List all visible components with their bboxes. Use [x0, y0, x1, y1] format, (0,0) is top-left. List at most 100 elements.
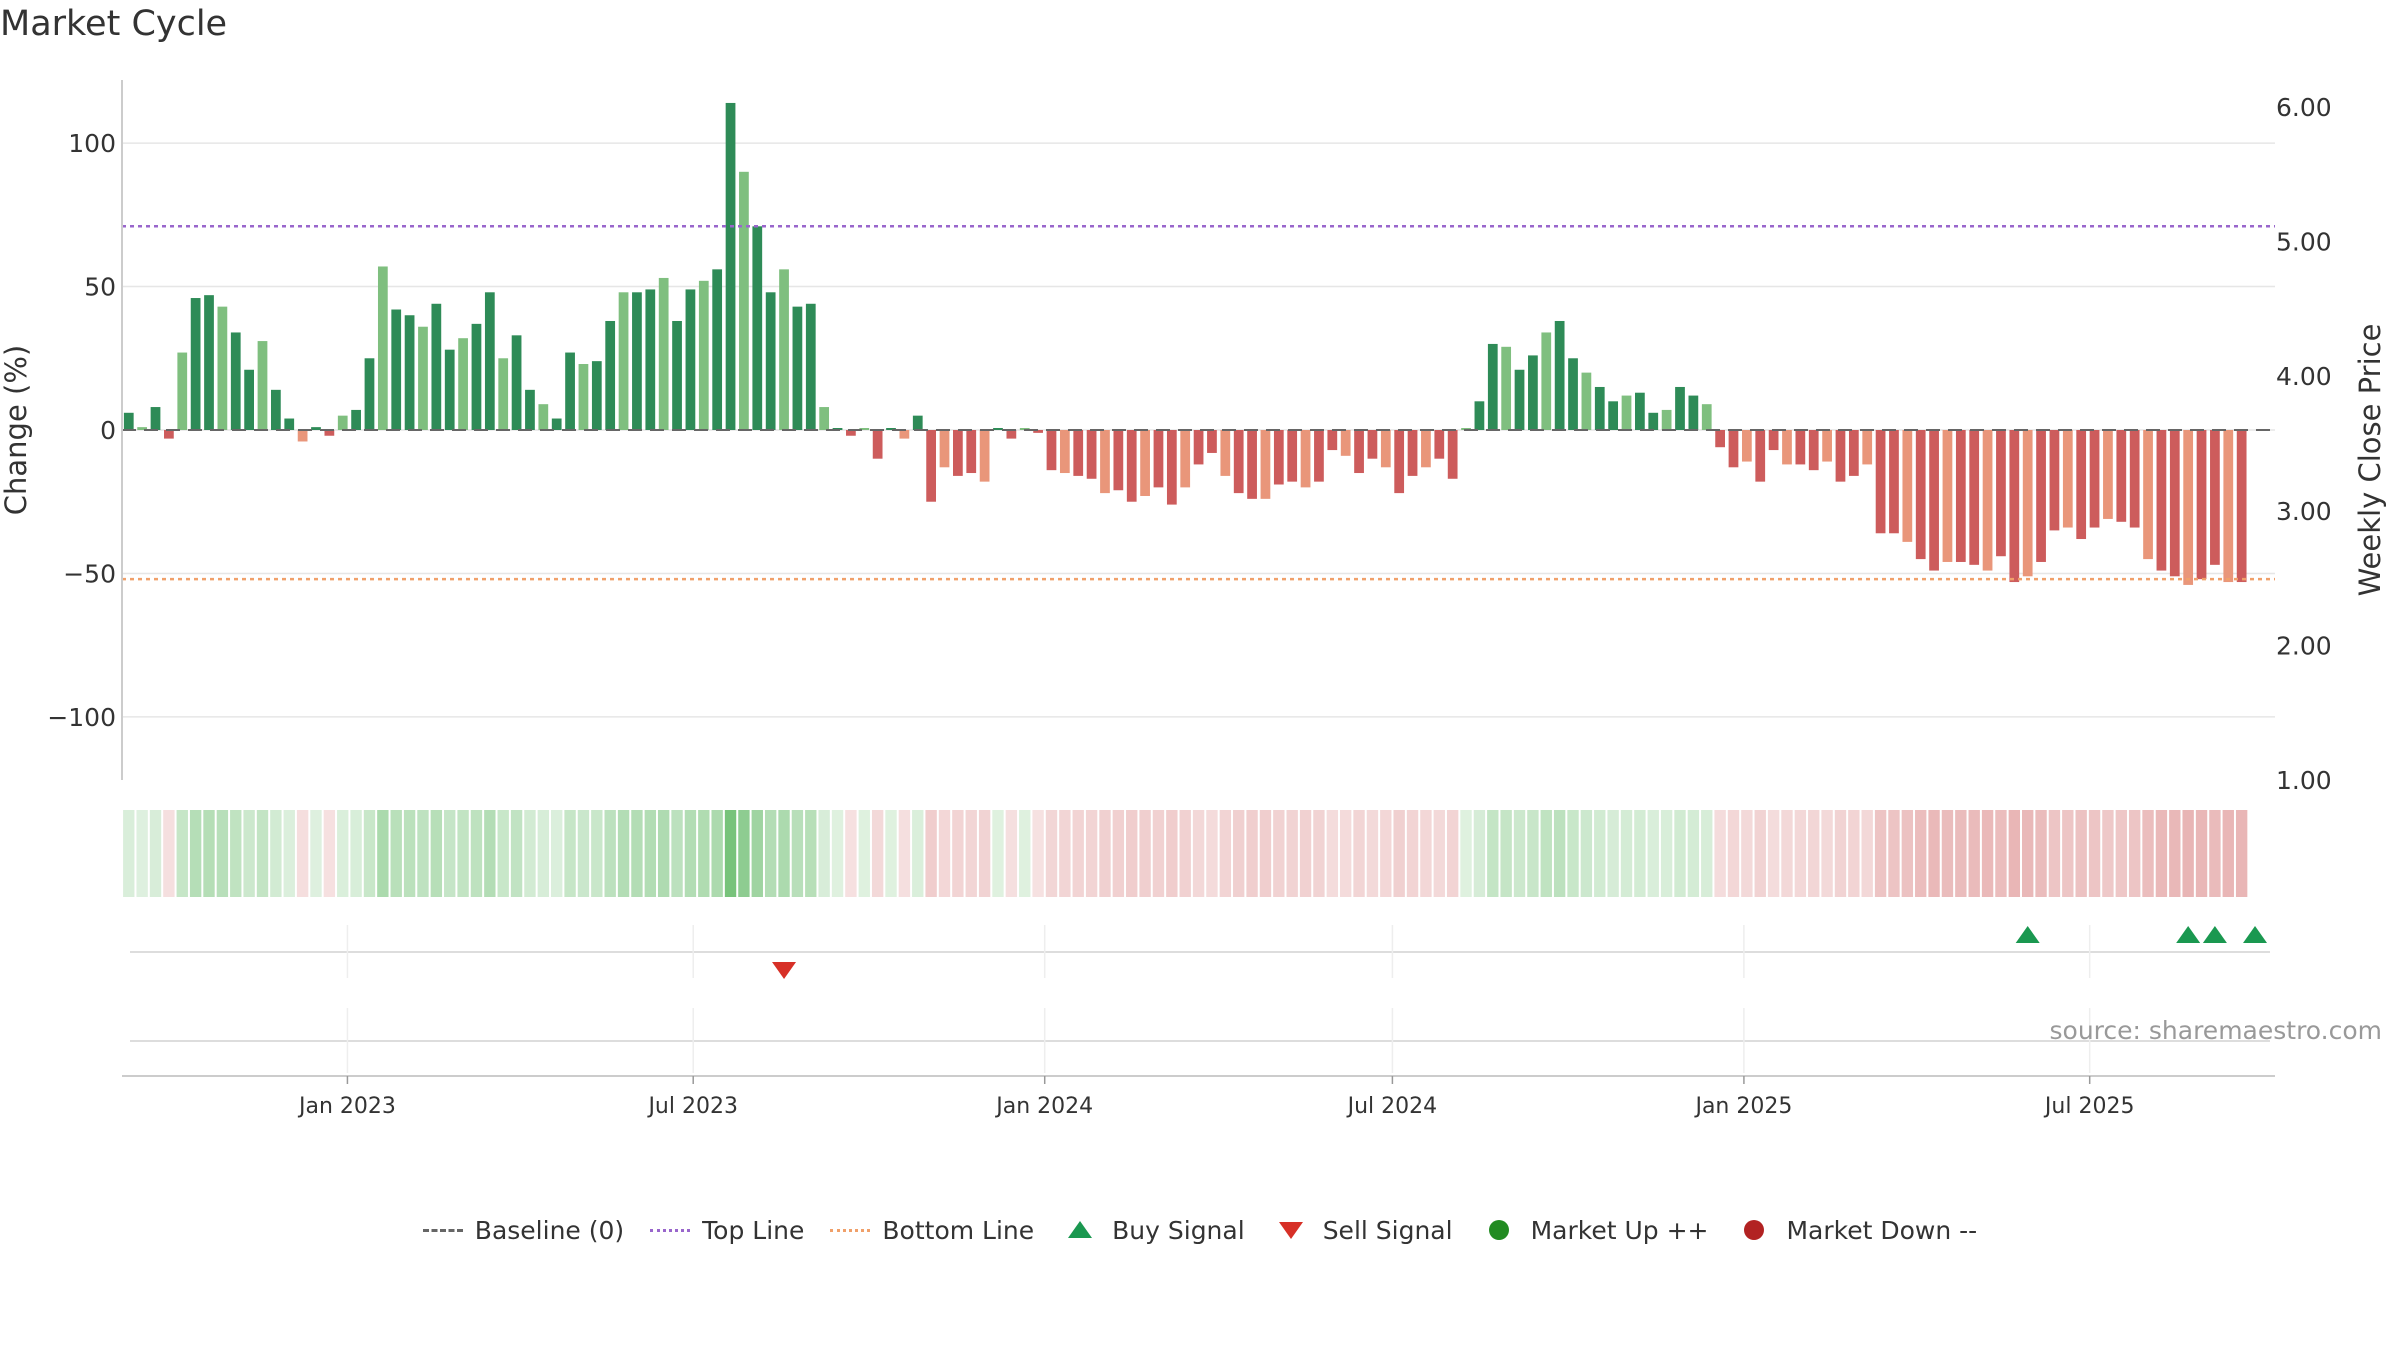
bar — [1233, 430, 1244, 494]
y2-tick-label: 4.00 — [2276, 362, 2332, 391]
bar — [351, 409, 361, 430]
bar — [1434, 430, 1445, 459]
heat-cell — [1928, 810, 1940, 897]
green-circle-icon — [1479, 1220, 1519, 1240]
heat-cell — [484, 810, 496, 897]
bar — [1367, 430, 1378, 459]
bar — [1568, 358, 1578, 430]
heat-cell — [1072, 810, 1084, 897]
legend-item-sell-signal[interactable]: Sell Signal — [1271, 1216, 1453, 1245]
bar — [1354, 430, 1364, 474]
y2-tick-label: 2.00 — [2276, 631, 2332, 660]
heat-cell — [337, 810, 349, 897]
bar — [458, 338, 468, 430]
bar — [1608, 401, 1619, 430]
bar — [377, 266, 388, 430]
heat-cell — [1005, 810, 1018, 897]
heat-cell — [2102, 810, 2114, 897]
bar — [779, 269, 789, 430]
heat-cell — [1701, 810, 1713, 897]
heat-cell — [1286, 810, 1298, 897]
heat-cell — [1634, 810, 1646, 897]
heat-cell — [1085, 810, 1098, 897]
bar — [966, 430, 977, 474]
bar — [2116, 430, 2127, 522]
heat-cell — [1473, 810, 1486, 897]
bar — [739, 171, 749, 430]
bar — [979, 430, 990, 482]
y-tick-label: 100 — [68, 129, 116, 158]
x-tick-label: Jul 2024 — [1346, 1094, 1438, 1119]
legend-item-market-up[interactable]: Market Up ++ — [1479, 1216, 1708, 1245]
heat-cell — [551, 810, 563, 897]
heat-cell — [1032, 810, 1044, 897]
bar — [591, 361, 602, 430]
legend-item-baseline[interactable]: Baseline (0) — [422, 1216, 624, 1245]
heat-cell — [1487, 810, 1499, 897]
bar — [1314, 430, 1324, 482]
bar — [846, 430, 856, 436]
legend-label-bottom-line: Bottom Line — [882, 1215, 1035, 1245]
heat-cell — [1019, 810, 1031, 897]
bar — [1474, 401, 1485, 430]
bar — [1835, 430, 1846, 482]
bar — [2089, 430, 2100, 528]
bar — [618, 292, 629, 430]
heat-cell — [1420, 810, 1432, 897]
triangle-up-icon — [1060, 1220, 1100, 1240]
heat-cell — [1326, 810, 1338, 897]
heat-cell — [1714, 810, 1726, 897]
bar — [1086, 430, 1097, 479]
heat-cell — [163, 810, 175, 897]
legend-item-buy-signal[interactable]: Buy Signal — [1060, 1216, 1245, 1245]
bar — [164, 430, 174, 439]
bar — [525, 389, 535, 430]
bar — [2009, 430, 2020, 583]
bar — [551, 418, 562, 430]
heat-cell — [1674, 810, 1686, 897]
heat-cell — [470, 810, 483, 897]
bar — [1180, 430, 1191, 488]
heat-cell — [764, 810, 777, 897]
bar — [1902, 430, 1913, 542]
bar — [1220, 430, 1231, 476]
heat-cell — [1339, 810, 1352, 897]
heat-cell — [1540, 810, 1552, 897]
bar — [685, 289, 696, 430]
x-tick-label: Jan 2024 — [994, 1094, 1093, 1119]
bar — [632, 292, 642, 430]
bar — [1661, 409, 1672, 430]
heat-cell — [1393, 810, 1405, 897]
legend-item-market-down[interactable]: Market Down -- — [1734, 1216, 1977, 1245]
signal-panel — [130, 925, 2270, 1073]
heat-cell — [791, 810, 804, 897]
legend-label-buy-signal: Buy Signal — [1112, 1215, 1245, 1245]
heat-cell — [1941, 810, 1954, 897]
legend-item-top-line[interactable]: Top Line — [650, 1216, 804, 1245]
bar — [1955, 430, 1966, 562]
heat-cell — [149, 810, 162, 897]
heat-cell — [1995, 810, 2007, 897]
bar — [658, 277, 669, 430]
heat-cell — [1834, 810, 1847, 897]
heat-cell — [2008, 810, 2021, 897]
heat-cell — [1607, 810, 1619, 897]
heat-cell — [1353, 810, 1365, 897]
heat-cell — [1273, 810, 1285, 897]
heat-cell — [724, 810, 737, 897]
bar — [1741, 430, 1752, 462]
bar — [953, 430, 963, 476]
bar — [2103, 430, 2113, 519]
legend-item-bottom-line[interactable]: Bottom Line — [830, 1216, 1034, 1245]
bar — [1006, 430, 1017, 439]
heat-cell — [1580, 810, 1593, 897]
heat-cell — [1968, 810, 1980, 897]
heat-cell — [591, 810, 603, 897]
heat-cell — [363, 810, 376, 897]
bar — [471, 323, 482, 430]
heat-cell — [1861, 810, 1873, 897]
heat-cell — [417, 810, 429, 897]
bar — [431, 303, 442, 430]
heat-cell — [1527, 810, 1539, 897]
heat-cell — [1313, 810, 1325, 897]
